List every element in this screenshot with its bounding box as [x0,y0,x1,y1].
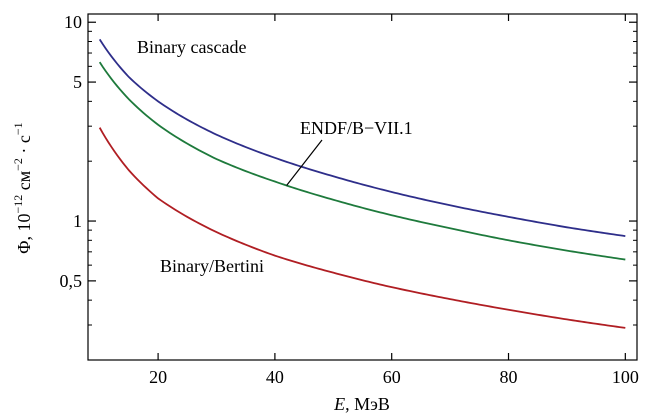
annotation-endf: ENDF/B−VII.1 [300,118,413,138]
series-line-0 [98,38,626,237]
y-tick-label: 0,5 [60,271,83,291]
x-tick-label: 60 [383,367,401,387]
axis-ticks: 20 40 60 80 100 0,5 1 5 10 [60,12,639,387]
series-line-2 [98,127,626,329]
y-axis-title: Φ, 10−12 см−2 · с−1 [11,122,34,253]
series-lines [98,38,626,329]
x-tick-label: 100 [612,367,639,387]
annotation-binary-cascade: Binary cascade [137,37,246,57]
endf-leader-line [286,139,323,186]
y-tick-label: 5 [73,72,82,92]
x-tick-label: 40 [266,367,284,387]
x-axis-title: E, МэВ [333,394,390,414]
x-tick-label: 80 [500,367,518,387]
series-line-1 [98,61,626,261]
y-tick-label: 1 [73,211,82,231]
annotation-binary-bertini: Binary/Bertini [160,256,264,276]
y-tick-label: 10 [64,12,82,32]
plot-frame [87,13,638,361]
x-tick-label: 20 [149,367,167,387]
